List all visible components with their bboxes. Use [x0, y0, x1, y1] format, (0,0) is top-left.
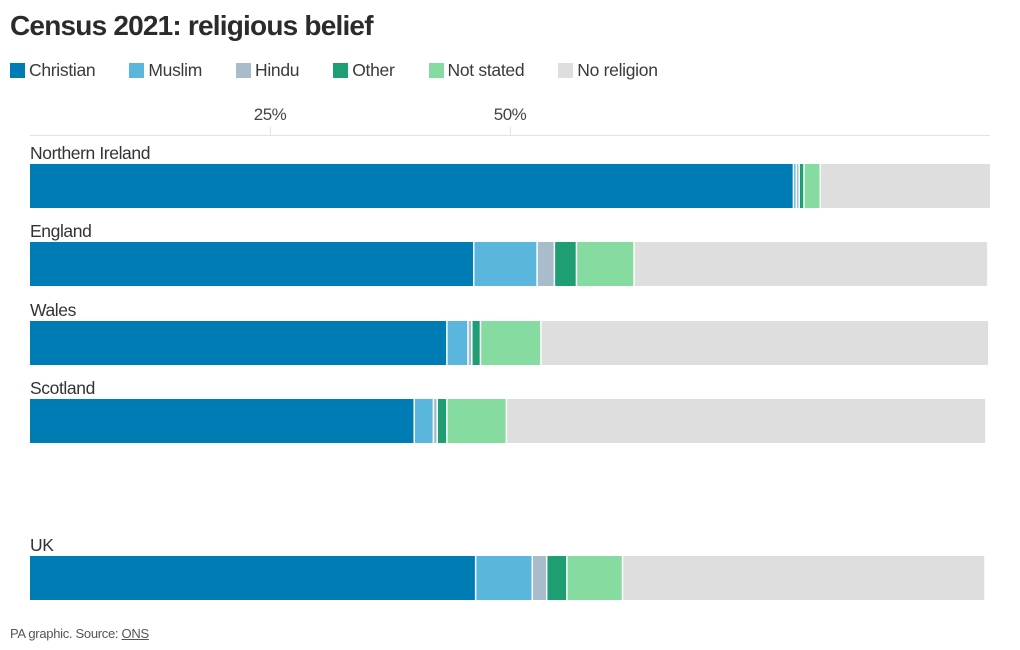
tick-label: 50% [494, 105, 527, 124]
legend-label: Other [352, 60, 395, 80]
bar-segment-christian [30, 399, 414, 443]
legend-swatch-hindu [235, 63, 251, 78]
bar-segment-muslim [794, 164, 796, 208]
bar-segment-not-stated [447, 399, 506, 443]
bar-segment-not-stated [567, 556, 622, 600]
legend-label: Not stated [447, 60, 525, 80]
category-label: Wales [30, 300, 77, 320]
chart-title: Census 2021: religious belief [10, 10, 374, 41]
bar-segment-other [438, 399, 447, 443]
bar-segment-muslim [414, 399, 433, 443]
bar-segment-hindu [434, 399, 437, 443]
bar-segment-muslim [476, 556, 532, 600]
bar-segment-other [547, 556, 567, 600]
category-label: Northern Ireland [30, 143, 150, 163]
legend-swatch-muslim [129, 63, 145, 78]
bar-segment-other [472, 321, 480, 365]
bar-segment-not-stated [804, 164, 820, 208]
legend-label: Hindu [254, 60, 300, 80]
legend: Christian Muslim Hindu Other Not stated … [10, 60, 692, 81]
legend-swatch-no-religion [558, 63, 574, 78]
bar-segment-no-religion [541, 321, 989, 365]
category-label: UK [30, 535, 54, 555]
bar-segment-christian [30, 164, 793, 208]
category-label: Scotland [30, 378, 95, 398]
legend-item-hindu: Hindu [235, 60, 300, 81]
legend-swatch-other [333, 63, 349, 78]
tick-label: 25% [254, 105, 287, 124]
bar-segment-other [799, 164, 804, 208]
legend-swatch-christian [10, 63, 25, 78]
legend-label: No religion [577, 60, 658, 80]
bar-segment-other [555, 242, 576, 286]
bar-segment-no-religion [507, 399, 986, 443]
legend-item-other: Other [333, 60, 395, 81]
source-link[interactable]: ONS [121, 626, 150, 641]
source-note: PA graphic. Source: ONS [10, 626, 149, 641]
bar-segment-christian [30, 556, 475, 600]
bar-segment-muslim [447, 321, 468, 365]
bar-segment-not-stated [481, 321, 541, 365]
bar-segment-no-religion [821, 164, 990, 208]
bar-segment-muslim [474, 242, 537, 286]
bar-segment-christian [30, 321, 447, 365]
bar-segment-no-religion [623, 556, 985, 600]
bar-segment-christian [30, 242, 473, 286]
legend-item-no-religion: No religion [558, 60, 658, 81]
stacked-bar-chart: 25% 50% Northern Ireland England Wales Scotla… [30, 105, 990, 600]
bar-segment-no-religion [634, 242, 988, 286]
legend-item-muslim: Muslim [129, 60, 202, 81]
legend-label: Christian [29, 60, 96, 80]
legend-item-not-stated: Not stated [428, 60, 525, 81]
bar-segment-hindu [537, 242, 554, 286]
legend-item-christian: Christian [10, 60, 96, 81]
bar-segment-hindu [468, 321, 472, 365]
category-label: England [30, 221, 91, 241]
legend-swatch-not-stated [428, 63, 444, 78]
bar-segment-hindu [797, 164, 799, 208]
source-prefix: PA graphic. Source: [10, 626, 122, 641]
bar-segment-not-stated [577, 242, 634, 286]
legend-label: Muslim [148, 60, 202, 80]
bar-segment-hindu [533, 556, 546, 600]
